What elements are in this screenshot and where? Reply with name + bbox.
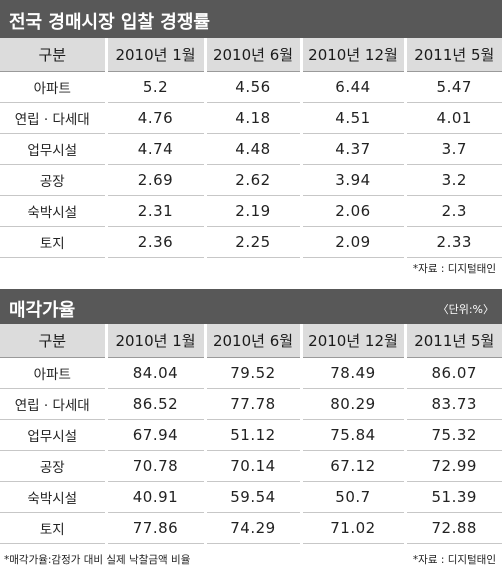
cell-value: 4.51 (301, 102, 407, 134)
table2-header-2010-01: 2010년 1월 (106, 324, 207, 358)
table2-header-2010-12: 2010년 12월 (301, 324, 407, 358)
cell-value: 72.99 (405, 450, 502, 482)
cell-value: 59.54 (205, 481, 303, 513)
table2-grid: 구분 2010년 1월 2010년 6월 2010년 12월 2011년 5월 … (0, 324, 502, 544)
cell-value: 4.48 (205, 133, 303, 165)
cell-value: 79.52 (205, 357, 303, 389)
table-row: 공장 70.78 70.14 67.12 72.99 (0, 450, 502, 482)
row-category: 공장 (0, 164, 108, 196)
row-category: 연립 · 다세대 (0, 388, 108, 420)
table1-header-category: 구분 (0, 38, 108, 72)
table2-title: 매각가율 (9, 300, 76, 321)
cell-value: 5.47 (405, 71, 502, 103)
table1-header-2010-06: 2010년 6월 (205, 38, 303, 72)
row-category: 아파트 (0, 71, 108, 103)
table-row: 연립 · 다세대 86.52 77.78 80.29 83.73 (0, 388, 502, 420)
cell-value: 5.2 (106, 71, 207, 103)
cell-value: 75.32 (405, 419, 502, 451)
row-category: 업무시설 (0, 419, 108, 451)
table1-grid: 구분 2010년 1월 2010년 6월 2010년 12월 2011년 5월 … (0, 38, 502, 258)
cell-value: 4.74 (106, 133, 207, 165)
cell-value: 3.94 (301, 164, 407, 196)
cell-value: 51.12 (205, 419, 303, 451)
row-category: 연립 · 다세대 (0, 102, 108, 134)
cell-value: 80.29 (301, 388, 407, 420)
table1-header-2010-01: 2010년 1월 (106, 38, 207, 72)
cell-value: 4.76 (106, 102, 207, 134)
cell-value: 4.01 (405, 102, 502, 134)
row-category: 업무시설 (0, 133, 108, 165)
cell-value: 78.49 (301, 357, 407, 389)
cell-value: 2.33 (405, 226, 502, 258)
table1-source: *자료 : 디지털태인 (412, 263, 496, 275)
cell-value: 6.44 (301, 71, 407, 103)
cell-value: 2.69 (106, 164, 207, 196)
cell-value: 70.78 (106, 450, 207, 482)
table2-footnote: *매각가율:감정가 대비 실제 낙찰금액 비율 (4, 554, 191, 566)
cell-value: 50.7 (301, 481, 407, 513)
table-row: 숙박시설 2.31 2.19 2.06 2.3 (0, 195, 502, 227)
table-row: 아파트 5.2 4.56 6.44 5.47 (0, 71, 502, 103)
cell-value: 2.62 (205, 164, 303, 196)
table1-header-row: 구분 2010년 1월 2010년 6월 2010년 12월 2011년 5월 (0, 38, 502, 72)
cell-value: 86.07 (405, 357, 502, 389)
table2-header-2010-06: 2010년 6월 (205, 324, 303, 358)
cell-value: 84.04 (106, 357, 207, 389)
table2-header-2011-05: 2011년 5월 (405, 324, 502, 358)
cell-value: 2.25 (205, 226, 303, 258)
cell-value: 51.39 (405, 481, 502, 513)
table2-unit: 〈단위:%〉 (437, 303, 494, 316)
cell-value: 83.73 (405, 388, 502, 420)
cell-value: 2.06 (301, 195, 407, 227)
cell-value: 77.86 (106, 512, 207, 544)
table2-header-category: 구분 (0, 324, 108, 358)
cell-value: 3.7 (405, 133, 502, 165)
cell-value: 2.3 (405, 195, 502, 227)
cell-value: 67.94 (106, 419, 207, 451)
cell-value: 70.14 (205, 450, 303, 482)
row-category: 숙박시설 (0, 481, 108, 513)
table-row: 토지 2.36 2.25 2.09 2.33 (0, 226, 502, 258)
table-row: 숙박시설 40.91 59.54 50.7 51.39 (0, 481, 502, 513)
cell-value: 71.02 (301, 512, 407, 544)
row-category: 토지 (0, 226, 108, 258)
cell-value: 4.37 (301, 133, 407, 165)
table-row: 아파트 84.04 79.52 78.49 86.07 (0, 357, 502, 389)
table1-title-bar: 전국 경매시장 입찰 경쟁률 (0, 0, 502, 38)
cell-value: 75.84 (301, 419, 407, 451)
cell-value: 67.12 (301, 450, 407, 482)
table1-header-2011-05: 2011년 5월 (405, 38, 502, 72)
cell-value: 72.88 (405, 512, 502, 544)
cell-value: 4.18 (205, 102, 303, 134)
cell-value: 2.31 (106, 195, 207, 227)
table-row: 공장 2.69 2.62 3.94 3.2 (0, 164, 502, 196)
table2-title-bar: 매각가율 〈단위:%〉 (0, 289, 502, 324)
table1-title: 전국 경매시장 입찰 경쟁률 (9, 12, 210, 33)
cell-value: 2.36 (106, 226, 207, 258)
table2-source: *자료 : 디지털태인 (412, 554, 496, 566)
row-category: 공장 (0, 450, 108, 482)
table-row: 연립 · 다세대 4.76 4.18 4.51 4.01 (0, 102, 502, 134)
cell-value: 3.2 (405, 164, 502, 196)
cell-value: 74.29 (205, 512, 303, 544)
cell-value: 2.09 (301, 226, 407, 258)
table-row: 업무시설 4.74 4.48 4.37 3.7 (0, 133, 502, 165)
table1-header-2010-12: 2010년 12월 (301, 38, 407, 72)
table-row: 업무시설 67.94 51.12 75.84 75.32 (0, 419, 502, 451)
cell-value: 86.52 (106, 388, 207, 420)
table-row: 토지 77.86 74.29 71.02 72.88 (0, 512, 502, 544)
cell-value: 2.19 (205, 195, 303, 227)
cell-value: 77.78 (205, 388, 303, 420)
row-category: 토지 (0, 512, 108, 544)
table2-header-row: 구분 2010년 1월 2010년 6월 2010년 12월 2011년 5월 (0, 324, 502, 358)
cell-value: 40.91 (106, 481, 207, 513)
row-category: 아파트 (0, 357, 108, 389)
cell-value: 4.56 (205, 71, 303, 103)
row-category: 숙박시설 (0, 195, 108, 227)
